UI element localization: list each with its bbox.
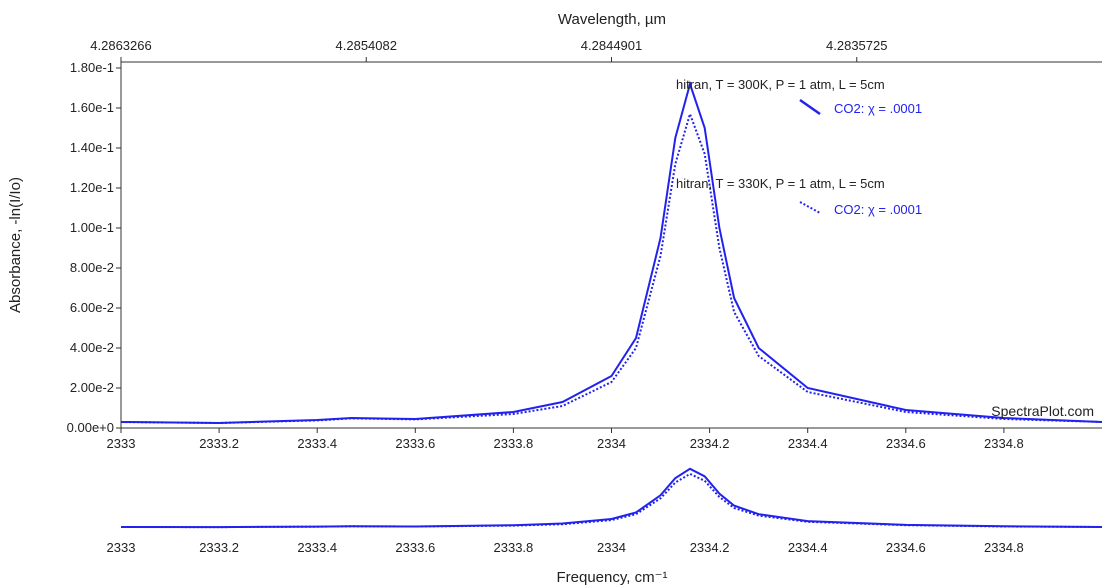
legend-entry-2: CO2: χ = .0001: [834, 202, 922, 217]
y-tick-label: 6.00e-2: [70, 300, 114, 315]
overview-x-ticks: 2333 2333.2 2333.4 2333.6 2333.8 2334 2334.2 23…: [107, 540, 1024, 555]
x-tick-label: 2333.2: [199, 436, 239, 451]
y-tick-label: 1.20e-1: [70, 180, 114, 195]
x-tick-label: 2334.8: [984, 436, 1024, 451]
overview-x-tick-label: 2333.2: [199, 540, 239, 555]
y-tick-label: 8.00e-2: [70, 260, 114, 275]
watermark: SpectraPlot.com: [991, 403, 1094, 419]
top-tick-label: 4.2854082: [336, 38, 397, 53]
top-axis-ticks: 4.2863266 4.2854082 4.2844901 4.2835725: [90, 38, 887, 62]
overview-x-tick-label: 2334: [597, 540, 626, 555]
x-tick-label: 2333.8: [494, 436, 534, 451]
top-tick-label: 4.2844901: [581, 38, 642, 53]
x-tick-label: 2334.6: [886, 436, 926, 451]
top-tick-label: 4.2835725: [826, 38, 887, 53]
main-plot-series: [120, 80, 1102, 425]
y-tick-label: 1.80e-1: [70, 60, 114, 75]
legend-swatch-dotted: [799, 201, 821, 214]
y-tick-label: 1.60e-1: [70, 100, 114, 115]
top-tick-label: 4.2863266: [90, 38, 151, 53]
x-axis-ticks: 2333 2333.2 2333.4 2333.6 2333.8 2334 2334.2 23…: [107, 428, 1024, 451]
x-tick-label: 2333.6: [395, 436, 435, 451]
series-line-dotted: [120, 110, 1102, 425]
series-line-solid: [120, 80, 1102, 425]
y-axis-ticks: 0.00e+0 2.00e-2 4.00e-2 6.00e-2 8.00e-2 1.00e…: [67, 60, 121, 435]
overview-line-solid: [120, 467, 1102, 529]
x-tick-label: 2334.4: [788, 436, 828, 451]
y-axis-label: Absorbance, -ln(I/Io): [7, 177, 24, 313]
legend-title-1: hitran, T = 300K, P = 1 atm, L = 5cm: [676, 77, 885, 92]
overview-line-dotted: [120, 472, 1102, 529]
x-tick-label: 2334.2: [690, 436, 730, 451]
y-tick-label: 2.00e-2: [70, 380, 114, 395]
overview-x-tick-label: 2334.6: [886, 540, 926, 555]
top-axis-label: Wavelength, µm: [558, 11, 666, 28]
overview-series: [120, 467, 1102, 529]
x-tick-label: 2333: [107, 436, 136, 451]
x-tick-label: 2334: [597, 436, 626, 451]
overview-x-tick-label: 2334.8: [984, 540, 1024, 555]
legend-entry-1: CO2: χ = .0001: [834, 101, 922, 116]
y-tick-label: 4.00e-2: [70, 340, 114, 355]
y-tick-label: 1.00e-1: [70, 220, 114, 235]
legend-title-2: hitran, T = 330K, P = 1 atm, L = 5cm: [676, 176, 885, 191]
y-tick-label: 1.40e-1: [70, 140, 114, 155]
y-tick-label: 0.00e+0: [67, 420, 114, 435]
overview-x-tick-label: 2333.8: [494, 540, 534, 555]
overview-x-tick-label: 2334.4: [788, 540, 828, 555]
overview-x-tick-label: 2333.6: [395, 540, 435, 555]
overview-x-tick-label: 2333: [107, 540, 136, 555]
overview-x-tick-label: 2334.2: [690, 540, 730, 555]
legend-swatch-solid: [799, 98, 821, 116]
x-tick-label: 2333.4: [297, 436, 337, 451]
overview-x-tick-label: 2333.4: [297, 540, 337, 555]
x-axis-label: Frequency, cm⁻¹: [557, 569, 668, 586]
